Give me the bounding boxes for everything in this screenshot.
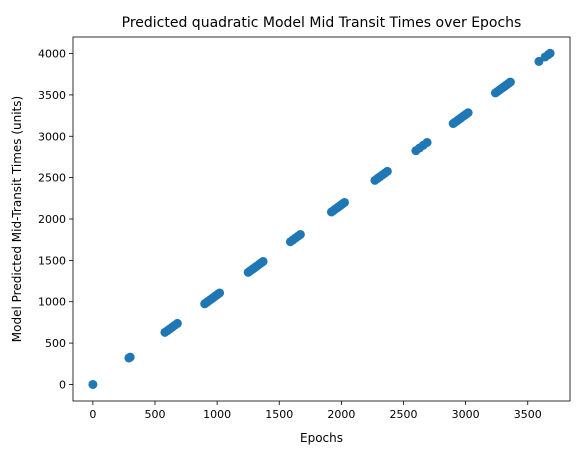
x-tick-label: 500 (145, 408, 166, 421)
data-point (422, 137, 432, 147)
x-tick-label: 2000 (327, 408, 355, 421)
x-tick-label: 1500 (265, 408, 293, 421)
data-point (125, 352, 135, 362)
y-tick-label: 1000 (38, 296, 66, 309)
x-axis-label: Epochs (300, 431, 343, 445)
y-axis-label: Model Predicted Mid-Transit Times (units… (10, 96, 24, 342)
x-tick-label: 1000 (203, 408, 231, 421)
data-point (88, 379, 98, 389)
data-point (339, 197, 349, 207)
x-tick-label: 0 (89, 408, 96, 421)
data-point (172, 318, 182, 328)
data-point (505, 77, 515, 87)
data-point (382, 166, 392, 176)
y-tick-label: 2000 (38, 213, 66, 226)
y-tick-label: 4000 (38, 48, 66, 61)
x-tick-label: 3500 (514, 408, 542, 421)
y-tick-label: 2500 (38, 172, 66, 185)
data-point (545, 48, 555, 58)
data-point (463, 108, 473, 118)
data-point (534, 56, 544, 66)
x-axis-ticks: 0 500 1000 1500 2000 2500 3000 3500 (89, 401, 542, 421)
y-tick-label: 500 (45, 337, 66, 350)
data-points (88, 48, 555, 389)
y-tick-label: 3500 (38, 89, 66, 102)
y-tick-label: 3000 (38, 130, 66, 143)
y-tick-label: 1500 (38, 254, 66, 267)
y-axis-ticks: 0 500 1000 1500 2000 2500 3000 3500 4000 (38, 48, 73, 391)
data-point (215, 288, 225, 298)
data-point (258, 256, 268, 266)
chart-title: Predicted quadratic Model Mid Transit Ti… (122, 15, 522, 31)
x-tick-label: 3000 (452, 408, 480, 421)
y-tick-label: 0 (59, 378, 66, 391)
plot-area-frame (72, 36, 571, 402)
data-point (295, 229, 305, 239)
x-tick-label: 2500 (390, 408, 418, 421)
